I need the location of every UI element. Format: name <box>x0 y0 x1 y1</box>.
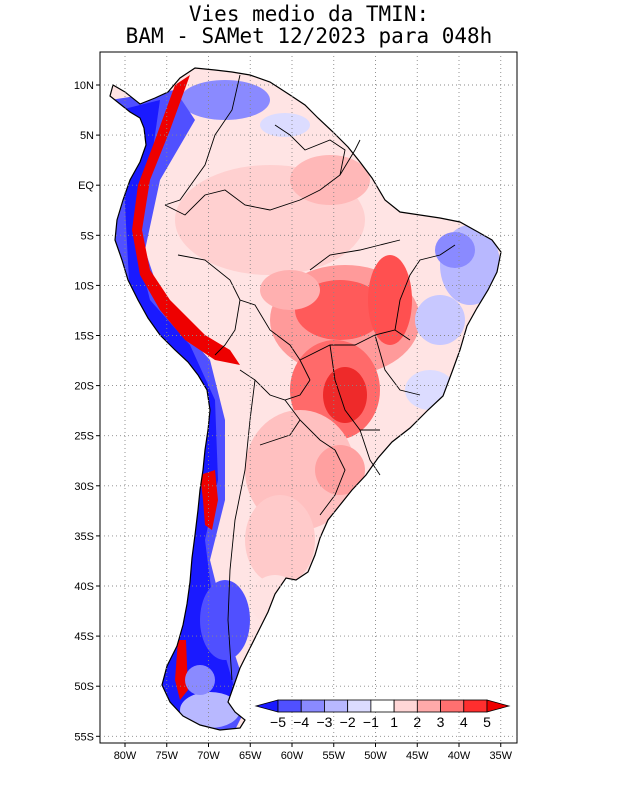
title-line-1: Vies medio da TMIN: <box>188 2 430 26</box>
lat-label: 15S <box>74 331 94 343</box>
lon-label: 60W <box>281 750 304 762</box>
colorbar-label: −1 <box>363 714 379 730</box>
colorbar-high-arrow <box>486 699 511 713</box>
colorbar-box <box>300 699 325 713</box>
lon-label: 70W <box>197 750 220 762</box>
colorbar-label: 2 <box>413 714 421 730</box>
lat-label: 10N <box>74 80 94 92</box>
lat-label: 35S <box>74 531 94 543</box>
lat-label: 30S <box>74 481 94 493</box>
lon-label: 35W <box>489 750 512 762</box>
colorbar-label: −3 <box>316 714 332 730</box>
lon-label: 75W <box>155 750 178 762</box>
lat-label: 55S <box>74 731 94 743</box>
colorbar-box <box>370 699 395 713</box>
colorbar <box>254 699 511 713</box>
lon-label: 65W <box>239 750 262 762</box>
lon-label: 50W <box>364 750 387 762</box>
lat-label: 50S <box>74 681 94 693</box>
title-line-2: BAM - SAMet 12/2023 para 048h <box>125 24 493 48</box>
lon-label: 45W <box>406 750 429 762</box>
graticule <box>96 52 517 747</box>
colorbar-label: 1 <box>390 714 398 730</box>
colorbar-box <box>277 699 302 713</box>
colorbar-box <box>416 699 441 713</box>
colorbar-label: 5 <box>483 714 491 730</box>
latitude-labels: 10N 5N EQ 5S 10S 15S 20S 25S 30S 35S 40S 45S 50S 55S <box>74 80 95 743</box>
lon-label: 80W <box>114 750 137 762</box>
colorbar-label: −5 <box>270 714 286 730</box>
colorbar-label: 3 <box>437 714 445 730</box>
colorbar-box <box>463 699 488 713</box>
colorbar-box <box>324 699 349 713</box>
lon-label: 40W <box>448 750 471 762</box>
lat-label: 40S <box>74 581 94 593</box>
colorbar-box <box>347 699 372 713</box>
colorbar-box <box>393 699 418 713</box>
lat-label: 5N <box>80 130 94 142</box>
country-borders <box>164 74 456 681</box>
lat-label: 20S <box>74 381 94 393</box>
colorbar-labels: −5 −4 −3 −2 −1 1 2 3 4 5 <box>270 714 491 730</box>
lat-label: 45S <box>74 631 94 643</box>
lon-label: 55W <box>322 750 345 762</box>
colorbar-label: 4 <box>460 714 468 730</box>
lat-label: EQ <box>78 180 94 192</box>
colorbar-label: −2 <box>340 714 356 730</box>
colorbar-box <box>440 699 465 713</box>
lat-label: 25S <box>74 431 94 443</box>
longitude-labels: 80W 75W 70W 65W 60W 55W 50W 45W 40W 35W <box>114 750 513 762</box>
colorbar-label: −4 <box>293 714 309 730</box>
lat-label: 10S <box>74 280 94 292</box>
lat-label: 5S <box>81 230 94 242</box>
